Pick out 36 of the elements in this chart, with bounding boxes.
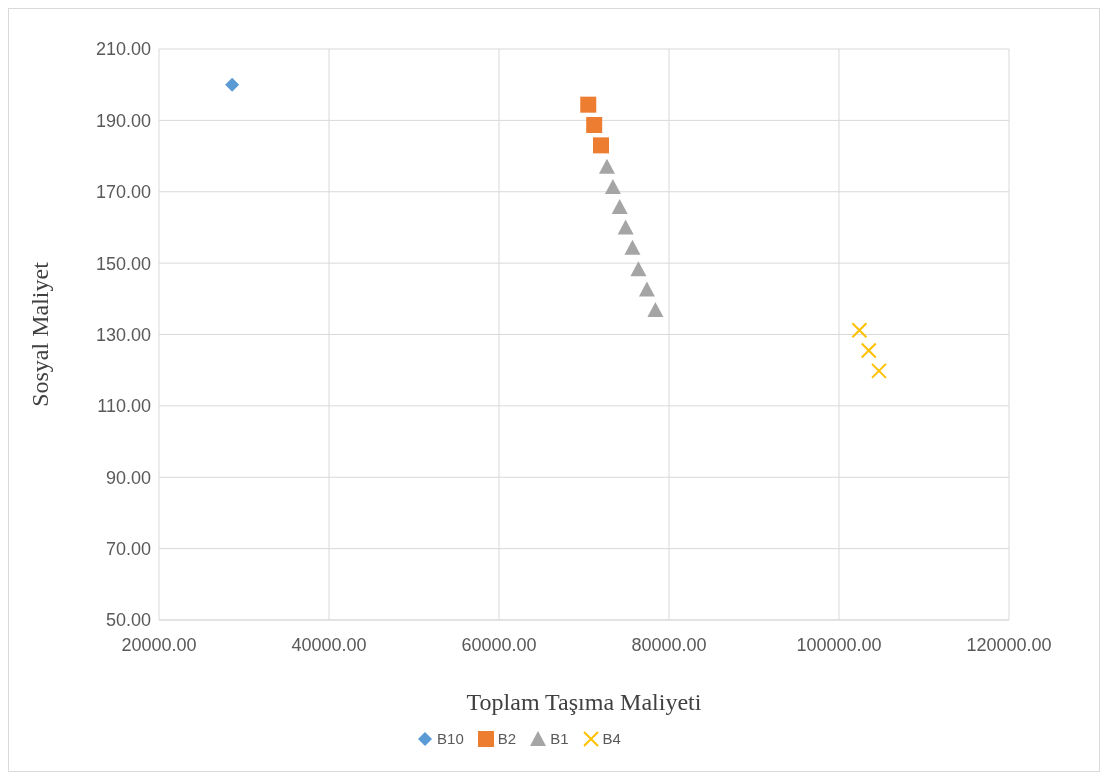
x-tick-label: 20000.00 bbox=[121, 634, 197, 655]
point bbox=[624, 239, 641, 255]
y-tick-label: 190.00 bbox=[95, 110, 151, 131]
point bbox=[225, 77, 240, 92]
x-tick-label: 100000.00 bbox=[796, 634, 882, 655]
point bbox=[593, 137, 609, 154]
point bbox=[580, 96, 597, 113]
y-tick-label: 170.00 bbox=[95, 182, 151, 203]
legend-label: B10 bbox=[436, 730, 464, 747]
y-tick-label: 210.00 bbox=[95, 39, 151, 60]
point bbox=[617, 219, 634, 235]
point bbox=[638, 281, 655, 297]
point bbox=[647, 301, 664, 317]
x-tick-label: 120000.00 bbox=[966, 634, 1052, 655]
x-axis-title: Toplam Taşıma Maliyeti bbox=[466, 689, 702, 715]
point bbox=[598, 158, 615, 174]
point bbox=[870, 362, 887, 379]
point bbox=[611, 199, 628, 215]
y-tick-label: 70.00 bbox=[105, 539, 151, 560]
y-tick-label: 50.00 bbox=[105, 610, 151, 631]
y-tick-label: 110.00 bbox=[97, 396, 151, 417]
legend-label: B1 bbox=[549, 730, 569, 747]
legend-label: B4 bbox=[601, 730, 621, 747]
x-tick-label: 80000.00 bbox=[631, 634, 707, 655]
point bbox=[851, 322, 868, 339]
x-tick-label: 60000.00 bbox=[461, 634, 537, 655]
x-tick-label: 40000.00 bbox=[291, 634, 367, 655]
y-tick-label: 130.00 bbox=[95, 324, 151, 345]
point bbox=[604, 179, 621, 195]
legend-label: B2 bbox=[496, 730, 517, 747]
y-axis-title: Sosyal Maliyet bbox=[26, 261, 53, 407]
y-tick-label: 90.00 bbox=[105, 467, 151, 488]
point bbox=[860, 342, 877, 359]
y-tick-label: 150.00 bbox=[95, 253, 151, 274]
point bbox=[630, 261, 647, 277]
point bbox=[586, 117, 603, 134]
